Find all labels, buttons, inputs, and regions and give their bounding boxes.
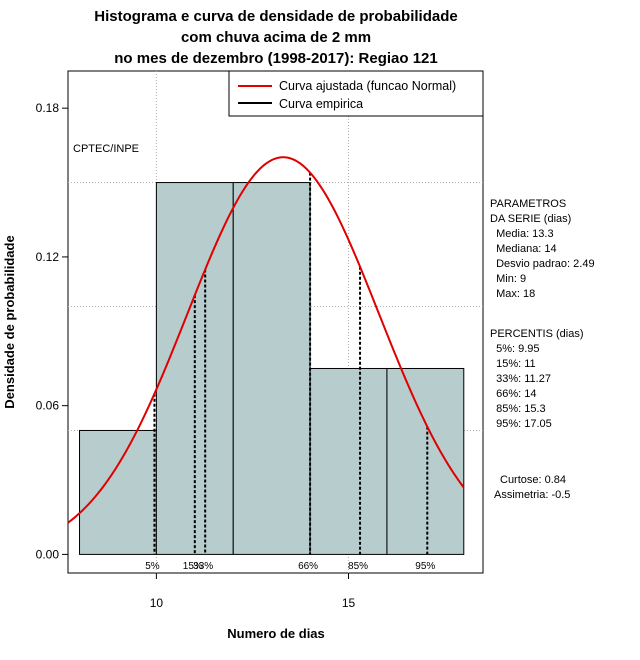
stats-percentis-line: PERCENTIS (dias)	[490, 328, 584, 340]
x-tick-label: 15	[342, 596, 356, 610]
stats-percentis-line: 95%: 17.05	[490, 418, 552, 430]
percentile-label: 66%	[298, 561, 318, 572]
chart-title: Histograma e curva de densidade de proba…	[94, 8, 457, 67]
x-tick-label: 10	[150, 596, 164, 610]
stats-parametros-line: Desvio padrao: 2.49	[490, 258, 595, 270]
stats-percentis-line: 33%: 11.27	[490, 373, 551, 385]
stats-curtose: Curtose: 0.84	[500, 474, 566, 486]
legend-box	[228, 70, 484, 117]
y-tick-label: 0.00	[36, 547, 60, 561]
histogram-bars	[79, 182, 465, 555]
stats-percentis-line: 15%: 11	[490, 358, 536, 370]
percentile-label: 33%	[193, 561, 213, 572]
x-axis-label: Numero de dias	[227, 626, 325, 641]
histogram-bar	[232, 182, 311, 555]
percentile-label: 85%	[348, 561, 368, 572]
stats-panel: PARAMETROS DA SERIE (dias) Media: 13.3 Me…	[490, 198, 595, 501]
histogram-bar	[155, 182, 234, 555]
y-tick-label: 0.06	[36, 399, 60, 413]
histogram-bar	[309, 367, 388, 555]
stats-percentis-line: 5%: 9.95	[490, 343, 540, 355]
stats-parametros-line: Media: 13.3	[490, 228, 554, 240]
stats-parametros-line: Mediana: 14	[490, 243, 557, 255]
legend: Curva ajustada (funcao Normal) Curva emp…	[228, 70, 484, 117]
stats-parametros-line: PARAMETROS	[490, 198, 566, 210]
source-annotation: CPTEC/INPE	[73, 143, 139, 155]
axes: 0.00 0.06 0.12 0.18 10 15	[36, 101, 356, 610]
histogram-bar	[79, 429, 157, 555]
percentile-label: 15%	[183, 561, 203, 572]
y-tick-label: 0.12	[36, 250, 60, 264]
histogram-bar	[386, 367, 465, 555]
stats-parametros-line: DA SERIE (dias)	[490, 213, 571, 225]
percentile-label: 95%	[415, 561, 435, 572]
legend-label-empirical: Curva empirica	[279, 97, 363, 111]
title-line-1: Histograma e curva de densidade de proba…	[94, 8, 457, 25]
stats-parametros-line: Min: 9	[490, 273, 526, 285]
stats-assimetria: Assimetria: -0.5	[494, 489, 570, 501]
percentile-markers: 5% 15%33% 66% 85% 95%	[145, 172, 435, 572]
legend-label-normal: Curva ajustada (funcao Normal)	[279, 79, 456, 93]
stats-percentis-line: 66%: 14	[490, 388, 536, 400]
title-line-2: com chuva acima de 2 mm	[181, 29, 371, 46]
stats-percentis-line: 85%: 15.3	[490, 403, 546, 415]
y-axis-label: Densidade de probabilidade	[2, 235, 17, 408]
y-tick-label: 0.18	[36, 101, 60, 115]
title-line-3: no mes de dezembro (1998-2017): Regiao 1…	[114, 50, 437, 67]
normal-fit-curve	[67, 156, 465, 524]
percentile-label: 5%	[145, 561, 160, 572]
stats-parametros-line: Max: 18	[490, 288, 535, 300]
